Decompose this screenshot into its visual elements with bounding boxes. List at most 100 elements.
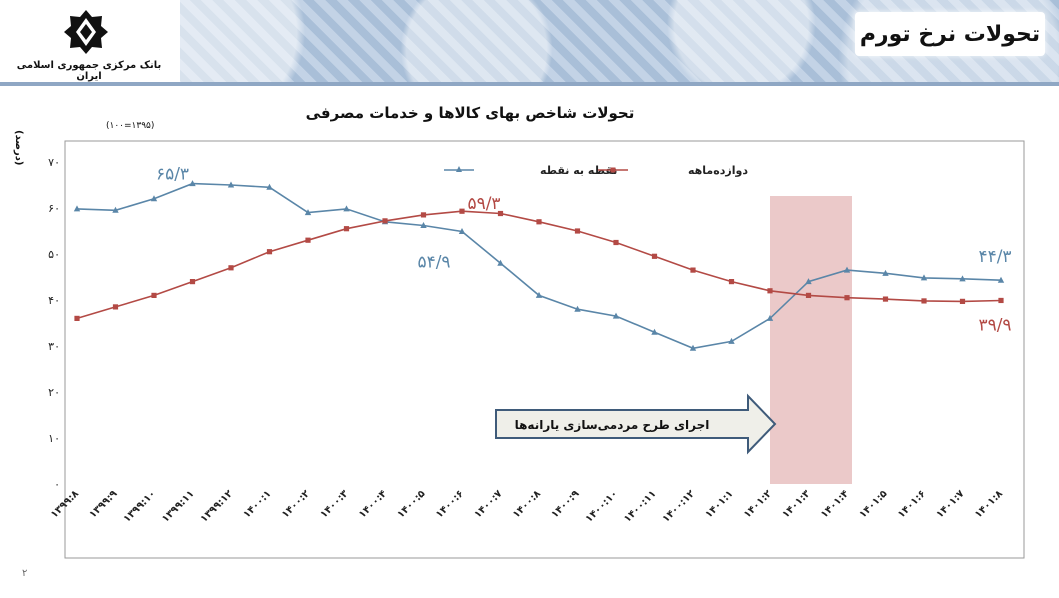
point-marker bbox=[690, 267, 696, 273]
data-label: ۵۹/۳ bbox=[467, 194, 500, 214]
point-marker bbox=[343, 226, 350, 232]
x-tick-label: ۱۴۰۰:۷ bbox=[472, 488, 504, 520]
point-marker bbox=[343, 205, 350, 212]
x-tick-label: ۱۴۰۰:۱۱ bbox=[622, 488, 659, 525]
point-marker bbox=[651, 328, 658, 335]
x-tick-label: ۱۴۰۰:۱۲ bbox=[661, 488, 698, 525]
point-marker bbox=[305, 237, 311, 243]
x-tick-label: ۱۴۰۰:۴ bbox=[357, 488, 389, 520]
page-title: تحولات نرخ تورم bbox=[855, 12, 1045, 56]
x-tick-label: ۱۴۰۰:۵ bbox=[395, 488, 427, 520]
x-tick-label: ۱۴۰۱:۳ bbox=[780, 488, 812, 520]
legend-marker bbox=[456, 166, 462, 172]
point-marker bbox=[266, 249, 273, 255]
point-marker bbox=[844, 295, 850, 301]
bank-name: بانک مرکزی جمهوری اسلامی ایران bbox=[16, 60, 162, 82]
point-marker bbox=[227, 181, 235, 188]
x-tick-label: ۱۴۰۰:۳ bbox=[318, 488, 350, 520]
point-marker bbox=[112, 304, 119, 310]
x-tick-label: ۱۴۰۰:۸ bbox=[511, 488, 543, 520]
point-marker bbox=[998, 297, 1004, 304]
point-marker bbox=[228, 265, 234, 271]
point-marker bbox=[112, 206, 119, 213]
policy-arrow-label: اجرای طرح مردمی‌سازی یارانه‌ها bbox=[515, 418, 710, 432]
series-line-point_to_point bbox=[76, 182, 1002, 350]
point-marker bbox=[420, 221, 427, 228]
bank-logo-icon bbox=[64, 10, 108, 54]
data-label: ۵۴/۹ bbox=[417, 252, 450, 272]
data-label: ۶۵/۳ bbox=[156, 165, 189, 185]
x-tick-label: ۱۴۰۱:۵ bbox=[857, 488, 889, 520]
point-marker bbox=[612, 312, 620, 319]
x-tick-label: ۱۴۰۰:۱ bbox=[241, 488, 273, 520]
x-tick-label: ۱۳۹۹:۱۲ bbox=[199, 488, 236, 525]
point-marker bbox=[728, 337, 735, 344]
point-marker bbox=[959, 298, 966, 304]
x-tick-label: ۱۳۹۹:۹ bbox=[87, 488, 119, 520]
page-number: ۲ bbox=[22, 568, 28, 579]
point-marker bbox=[497, 210, 504, 217]
point-marker bbox=[74, 315, 80, 321]
x-tick-label: ۱۴۰۰:۲ bbox=[280, 488, 312, 520]
point-marker bbox=[920, 274, 928, 281]
y-tick-label: ۲۰ bbox=[48, 386, 60, 399]
y-tick-label: ۳۰ bbox=[48, 340, 60, 353]
base-year-note: (۱۰۰=۱۳۹۵) bbox=[106, 121, 155, 131]
x-tick-label: ۱۴۰۱:۴ bbox=[819, 488, 851, 520]
y-tick-label: ۵۰ bbox=[48, 248, 60, 261]
point-marker bbox=[574, 305, 581, 312]
point-marker bbox=[458, 227, 466, 234]
legend-label: دوازده‌ماهه bbox=[688, 164, 748, 177]
y-tick-label: ۰ bbox=[54, 478, 60, 491]
x-tick-label: ۱۴۰۰:۶ bbox=[434, 488, 466, 520]
x-tick-label: ۱۳۹۹:۱۱ bbox=[160, 488, 197, 525]
x-tick-label: ۱۴۰۱:۲ bbox=[742, 488, 774, 520]
point-marker bbox=[304, 209, 312, 216]
point-marker bbox=[73, 205, 81, 212]
point-marker bbox=[151, 292, 157, 298]
point-marker bbox=[497, 259, 504, 266]
point-marker bbox=[959, 275, 966, 282]
policy-arrow bbox=[495, 393, 777, 455]
point-marker bbox=[766, 314, 774, 321]
point-marker bbox=[882, 269, 889, 276]
y-tick-label: ۱۰ bbox=[48, 432, 60, 445]
point-marker bbox=[459, 208, 465, 214]
data-label: ۳۹/۹ bbox=[978, 315, 1011, 335]
point-marker bbox=[767, 288, 773, 294]
x-tick-label: ۱۴۰۱:۶ bbox=[896, 488, 928, 520]
x-tick-label: ۱۴۰۱:۷ bbox=[934, 488, 966, 520]
point-marker bbox=[420, 212, 427, 218]
x-tick-label: ۱۴۰۰:۹ bbox=[549, 488, 581, 520]
point-marker bbox=[266, 183, 273, 190]
point-marker bbox=[882, 296, 889, 302]
point-marker bbox=[997, 276, 1005, 283]
point-marker bbox=[805, 278, 812, 285]
plot-frame bbox=[64, 140, 1025, 559]
point-marker bbox=[189, 279, 196, 285]
header-divider bbox=[0, 82, 1059, 86]
legend-marker bbox=[610, 167, 616, 173]
point-marker bbox=[150, 195, 158, 202]
policy-period-band bbox=[770, 196, 852, 484]
x-tick-label: ۱۴۰۱:۸ bbox=[973, 488, 1005, 520]
point-marker bbox=[613, 239, 619, 246]
point-marker bbox=[805, 292, 812, 298]
point-marker bbox=[574, 228, 581, 234]
point-marker bbox=[536, 219, 542, 225]
y-tick-label: ۷۰ bbox=[48, 156, 60, 169]
point-marker bbox=[689, 344, 697, 351]
point-marker bbox=[728, 279, 735, 285]
point-marker bbox=[382, 218, 388, 224]
chart-title: تحولات شاخص بهای کالاها و خدمات مصرفی bbox=[305, 104, 635, 122]
point-marker bbox=[189, 180, 196, 187]
y-tick-label: ۶۰ bbox=[48, 202, 60, 215]
y-axis-label: (درصد) bbox=[13, 130, 24, 166]
data-label: ۴۴/۳ bbox=[978, 247, 1011, 267]
y-tick-label: ۴۰ bbox=[48, 294, 60, 307]
point-marker bbox=[535, 291, 543, 298]
x-tick-label: ۱۳۹۹:۱۰ bbox=[122, 488, 159, 525]
point-marker bbox=[921, 298, 927, 304]
point-marker bbox=[843, 266, 851, 273]
